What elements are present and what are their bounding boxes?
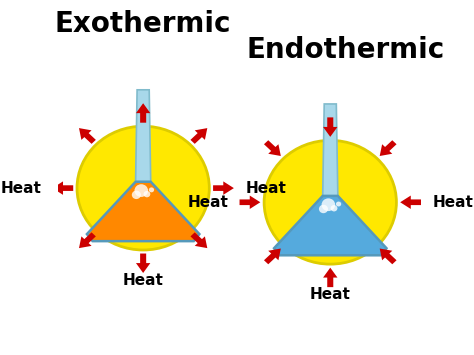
FancyArrow shape [264,248,281,264]
Ellipse shape [77,126,210,250]
FancyArrow shape [323,118,337,137]
Circle shape [331,205,337,212]
Polygon shape [87,182,200,241]
Text: Heat: Heat [310,287,351,302]
FancyArrow shape [79,128,96,144]
FancyArrow shape [239,196,260,209]
Ellipse shape [264,140,396,264]
FancyArrow shape [79,233,96,248]
FancyArrow shape [191,128,207,144]
Polygon shape [274,196,386,255]
FancyArrow shape [213,181,234,195]
Circle shape [149,187,154,192]
Text: Heat: Heat [187,195,228,210]
Text: Heat: Heat [245,181,286,196]
FancyArrow shape [53,181,73,195]
Text: Heat: Heat [123,273,164,288]
Circle shape [144,191,150,197]
FancyArrow shape [136,103,150,123]
Text: Heat: Heat [0,181,41,196]
FancyArrow shape [323,268,337,287]
Polygon shape [323,104,338,196]
Circle shape [132,191,141,199]
Text: Heat: Heat [432,195,473,210]
FancyArrow shape [136,253,150,273]
Text: Exothermic: Exothermic [55,10,231,38]
Circle shape [321,198,335,211]
FancyArrow shape [400,196,421,209]
FancyArrow shape [380,140,397,156]
Circle shape [336,202,341,207]
Circle shape [135,184,148,197]
Circle shape [319,205,328,213]
Polygon shape [136,90,151,182]
FancyArrow shape [380,248,397,264]
FancyArrow shape [264,140,281,156]
FancyArrow shape [191,233,207,248]
Text: Endothermic: Endothermic [246,36,445,64]
